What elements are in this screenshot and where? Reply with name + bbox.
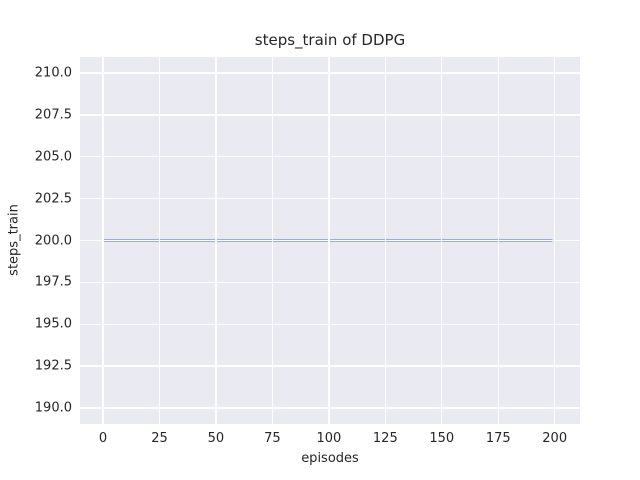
x-tick-label: 175 — [485, 431, 511, 446]
x-tick-label: 75 — [264, 431, 281, 446]
y-tick-label: 207.5 — [34, 107, 72, 123]
x-axis-label: episodes — [301, 451, 359, 466]
y-tick-label: 210.0 — [34, 65, 72, 81]
y-tick-label: 202.5 — [34, 191, 72, 207]
y-tick-label: 190.0 — [34, 400, 72, 416]
gridline-horizontal — [80, 197, 580, 200]
x-tick-label: 125 — [372, 431, 398, 446]
gridline-horizontal — [80, 365, 580, 367]
x-tick-label: 25 — [151, 431, 168, 446]
gridline-horizontal — [80, 239, 580, 242]
x-tick-label: 150 — [429, 431, 455, 446]
gridline-horizontal — [80, 72, 580, 74]
y-tick-label: 200.0 — [34, 233, 72, 248]
x-tick-label: 100 — [316, 431, 342, 446]
y-tick-label: 205.0 — [34, 149, 72, 165]
y-tick-label: 195.0 — [34, 316, 72, 332]
gridline-horizontal — [80, 156, 580, 158]
plot-area — [80, 57, 580, 424]
y-tick-label: 197.5 — [34, 274, 72, 290]
x-tick-label: 50 — [207, 431, 225, 446]
x-tick-label: 200 — [542, 431, 568, 446]
y-tick-label: 192.5 — [34, 358, 72, 374]
gridline-horizontal — [80, 407, 580, 409]
chart-title: steps_train of DDPG — [254, 31, 406, 49]
gridline-horizontal — [80, 281, 580, 284]
gridline-horizontal — [80, 114, 580, 116]
x-tick-label: 0 — [98, 431, 108, 446]
gridline-horizontal — [80, 323, 580, 325]
